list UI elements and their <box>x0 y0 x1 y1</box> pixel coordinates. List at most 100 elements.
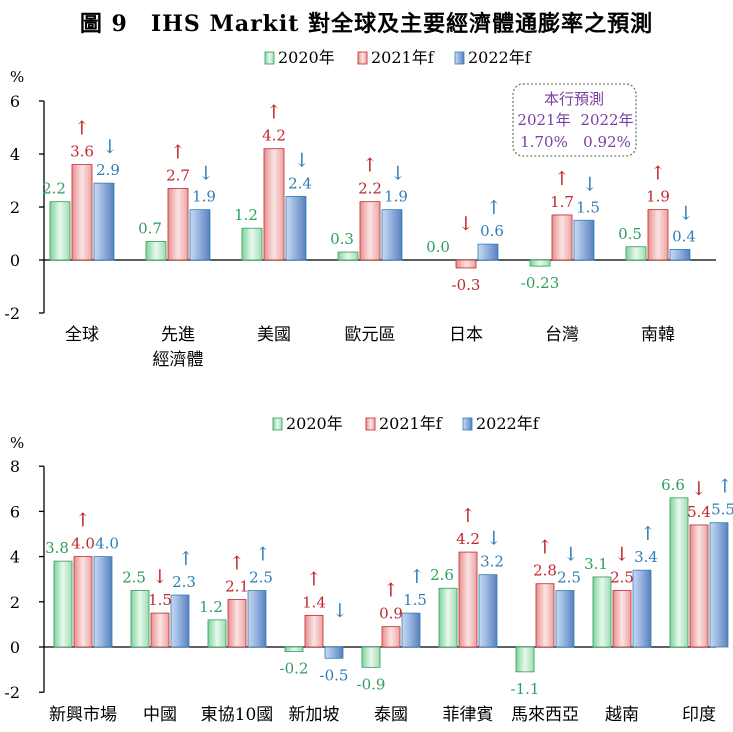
y-tick-label: 2 <box>10 198 20 217</box>
bar-2021 <box>150 612 170 648</box>
y-tick-label: -2 <box>4 304 20 323</box>
bar-2020 <box>145 241 167 261</box>
trend-arrow-up-icon: ↑ <box>460 505 476 527</box>
bar-2020 <box>529 259 551 267</box>
trend-arrow-down-icon: ↓ <box>614 544 630 566</box>
bar-2021 <box>535 583 555 648</box>
y-tick-label: 0 <box>10 638 20 657</box>
y-axis-label: % <box>10 434 24 452</box>
bar-2022 <box>324 646 344 659</box>
legend-label-2020: 2020年 <box>286 414 343 433</box>
trend-arrow-down-icon: ↓ <box>678 202 694 224</box>
bar-2021 <box>612 590 632 648</box>
bar-2020 <box>130 590 150 648</box>
data-label-2021: 1.4 <box>302 593 326 611</box>
data-label-2021: 2.2 <box>358 180 382 198</box>
trend-arrow-up-icon: ↑ <box>266 102 282 124</box>
legend-label-2021: 2021年f <box>371 48 435 67</box>
data-label-2022: 0.4 <box>672 227 696 245</box>
data-label-2020: 1.2 <box>199 598 223 616</box>
y-tick-label: 6 <box>10 92 20 111</box>
data-label-2021: 1.7 <box>550 193 574 211</box>
note-col1-value: 1.70% <box>520 133 568 151</box>
trend-arrow-down-icon: ↓ <box>563 544 579 566</box>
bar-2022 <box>632 569 652 648</box>
category-label: 印度 <box>682 705 716 725</box>
data-label-2022: 2.9 <box>96 161 120 179</box>
category-label: 南韓 <box>641 325 675 345</box>
y-tick-label: 4 <box>10 548 20 567</box>
legend-swatch-2022 <box>462 417 473 431</box>
data-label-2022: 2.3 <box>172 573 196 591</box>
y-axis-label: % <box>10 68 24 86</box>
data-label-2020: 2.6 <box>430 566 454 584</box>
data-label-2021: 2.7 <box>166 166 190 184</box>
data-label-2020: -0.9 <box>357 675 386 693</box>
data-label-2022: 1.9 <box>192 188 216 206</box>
bar-2021 <box>227 599 247 648</box>
data-label-2021: 4.2 <box>262 127 286 145</box>
category-label: 菲律賓 <box>443 705 494 725</box>
trend-arrow-up-icon: ↑ <box>717 476 733 498</box>
data-label-2022: -0.5 <box>320 666 349 684</box>
category-label: 先進 <box>161 325 195 345</box>
trend-arrow-up-icon: ↑ <box>178 548 194 570</box>
trend-arrow-down-icon: ↓ <box>486 528 502 550</box>
data-label-2021: 4.0 <box>71 535 95 553</box>
trend-arrow-up-icon: ↑ <box>362 155 378 177</box>
bar-2020 <box>284 646 304 652</box>
data-label-2021: 4.2 <box>456 530 480 548</box>
category-label: 中國 <box>143 705 177 725</box>
bar-2022 <box>401 612 421 648</box>
legend-swatch-2020 <box>264 51 275 65</box>
data-label-2020: 1.2 <box>234 206 258 224</box>
data-label-2021: 2.1 <box>225 578 249 596</box>
bar-2020 <box>669 497 689 648</box>
category-label: 全球 <box>65 325 99 345</box>
data-label-2022: 2.5 <box>249 569 273 587</box>
bar-2020 <box>49 201 71 261</box>
data-label-2021: 3.6 <box>70 143 94 161</box>
y-tick-label: 6 <box>10 502 20 521</box>
data-label-2020: 3.8 <box>45 539 69 557</box>
bar-2022 <box>709 522 729 648</box>
category-label: 新加坡 <box>289 705 340 725</box>
chart-panel-1: 2020年 2021年f 2022年f% -2 0 2 4 6 2.2 3.6 ↑ 2.9 ↓ 全球 0.7… <box>4 48 716 370</box>
bar-2021 <box>359 201 381 261</box>
data-label-2022: 3.2 <box>480 553 504 571</box>
data-label-2020: 0.0 <box>426 238 450 256</box>
data-label-2020: 3.1 <box>584 555 608 573</box>
category-label: 經濟體 <box>153 350 204 370</box>
legend-swatch-2020 <box>272 417 283 431</box>
data-label-2020: -1.1 <box>511 680 540 698</box>
trend-arrow-up-icon: ↑ <box>74 118 90 140</box>
trend-arrow-up-icon: ↑ <box>170 141 186 163</box>
legend-swatch-2021 <box>357 51 368 65</box>
trend-arrow-up-icon: ↑ <box>409 566 425 588</box>
data-label-2020: 0.5 <box>618 225 642 243</box>
trend-arrow-down-icon: ↓ <box>332 600 348 622</box>
category-label: 泰國 <box>374 705 408 725</box>
trend-arrow-up-icon: ↑ <box>640 523 656 545</box>
data-label-2020: 0.7 <box>138 219 162 237</box>
y-tick-label: 4 <box>10 145 20 164</box>
category-label: 東協10國 <box>201 705 274 725</box>
bar-2021 <box>458 551 478 648</box>
bar-2022 <box>189 209 211 261</box>
bar-2022 <box>555 590 575 648</box>
category-label: 歐元區 <box>345 325 396 345</box>
bar-2021 <box>304 614 324 648</box>
trend-arrow-up-icon: ↑ <box>650 163 666 185</box>
bar-2022 <box>285 195 307 261</box>
data-label-2020: 6.6 <box>661 476 685 494</box>
bar-2021 <box>73 556 93 648</box>
data-label-2022: 2.4 <box>288 174 312 192</box>
data-label-2020: 2.2 <box>42 180 66 198</box>
bar-2020 <box>207 619 227 648</box>
note-col2-value: 0.92% <box>583 133 631 151</box>
trend-arrow-down-icon: ↓ <box>102 136 118 158</box>
data-label-2020: -0.23 <box>521 274 559 292</box>
data-label-2021: -0.3 <box>452 276 481 294</box>
data-label-2021: 2.8 <box>533 562 557 580</box>
